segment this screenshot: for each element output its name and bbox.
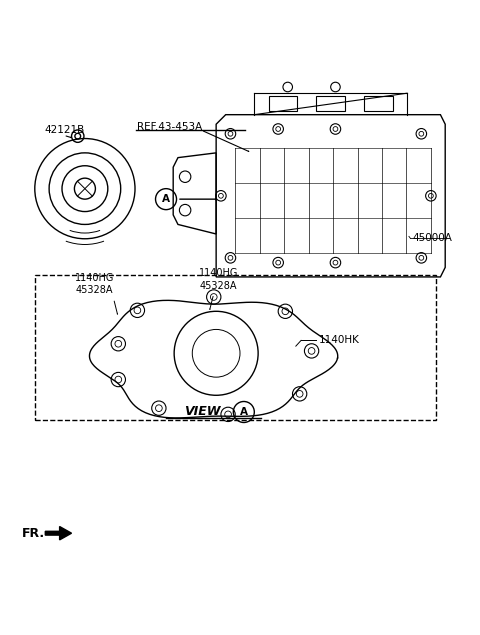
Text: A: A [240,407,248,417]
Text: FR.: FR. [22,526,45,540]
Text: VIEW: VIEW [183,406,220,418]
Bar [35,274,436,420]
Text: 1140HG
45328A: 1140HG 45328A [199,268,239,291]
Bar [364,96,393,111]
FancyArrow shape [45,526,72,540]
Text: A: A [162,194,170,204]
Bar [269,96,297,111]
Text: REF.43-453A: REF.43-453A [137,122,203,131]
Text: 1140HK: 1140HK [319,335,360,345]
Text: 45000A: 45000A [413,233,453,243]
Text: 42121B: 42121B [44,125,84,135]
Text: 1140HG
45328A: 1140HG 45328A [75,273,115,295]
Bar [316,96,345,111]
